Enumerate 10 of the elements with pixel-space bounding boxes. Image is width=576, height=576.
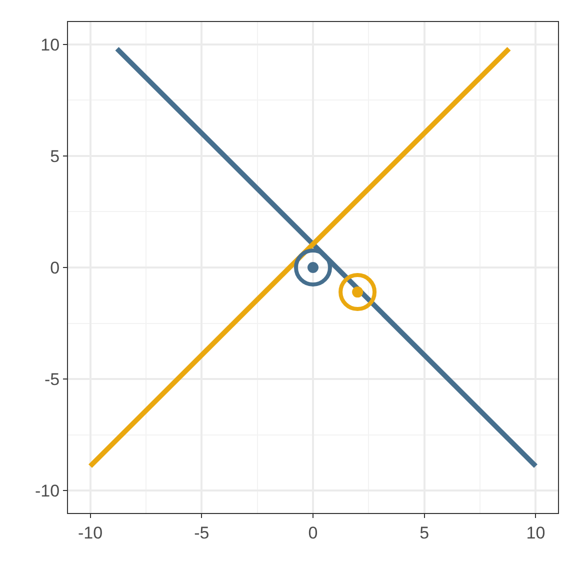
y-tick-label: -5 — [44, 370, 60, 390]
x-tick-label: 5 — [420, 523, 430, 542]
x-tick-label: -5 — [194, 523, 210, 542]
y-tick-label: 5 — [50, 146, 60, 166]
x-tick-label: -10 — [78, 523, 103, 542]
y-tick-label: 10 — [40, 35, 60, 54]
x-tick-label: 10 — [526, 523, 546, 542]
x-tick-label: 0 — [308, 523, 318, 542]
y-tick-label: -10 — [35, 482, 60, 501]
y-tick-label: 0 — [50, 258, 60, 278]
